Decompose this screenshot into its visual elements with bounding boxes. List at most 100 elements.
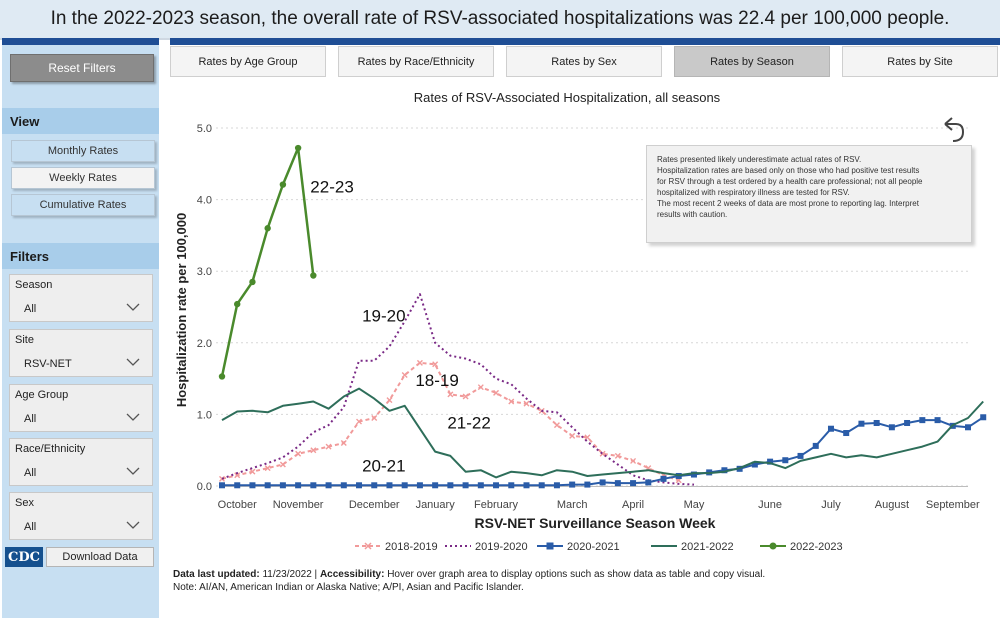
data-point[interactable] bbox=[218, 373, 226, 380]
tab-rates-by-site[interactable]: Rates by Site bbox=[842, 46, 998, 77]
data-point[interactable] bbox=[432, 361, 439, 368]
data-point[interactable] bbox=[234, 472, 241, 479]
season-filter[interactable]: Season All bbox=[9, 274, 153, 322]
sex-filter[interactable]: Sex All bbox=[9, 492, 153, 540]
data-point[interactable] bbox=[614, 452, 621, 459]
data-point[interactable] bbox=[279, 461, 286, 468]
reset-filters-button[interactable]: Reset Filters bbox=[10, 54, 154, 82]
data-point[interactable] bbox=[219, 482, 225, 489]
data-point[interactable] bbox=[812, 442, 819, 449]
data-point[interactable] bbox=[630, 480, 637, 487]
data-point[interactable] bbox=[279, 482, 286, 489]
cumulative-rates-button[interactable]: Cumulative Rates bbox=[11, 194, 155, 216]
data-point[interactable] bbox=[264, 465, 271, 472]
age-group-filter[interactable]: Age Group All bbox=[9, 384, 153, 432]
data-point[interactable] bbox=[356, 482, 363, 489]
data-point[interactable] bbox=[371, 414, 378, 421]
data-point[interactable] bbox=[401, 482, 408, 489]
legend-entry[interactable]: 2020-2021 bbox=[537, 541, 620, 553]
data-point[interactable] bbox=[264, 482, 271, 489]
data-point[interactable] bbox=[340, 440, 347, 447]
legend-entry[interactable]: 2021-2022 bbox=[651, 541, 734, 553]
data-point[interactable] bbox=[416, 359, 423, 366]
tab-rates-by-race-ethnicity[interactable]: Rates by Race/Ethnicity bbox=[338, 46, 494, 77]
data-point[interactable] bbox=[462, 393, 469, 400]
tab-rates-by-season[interactable]: Rates by Season bbox=[674, 46, 830, 77]
data-point[interactable] bbox=[888, 424, 895, 431]
data-point[interactable] bbox=[614, 480, 621, 487]
data-point[interactable] bbox=[401, 372, 408, 379]
data-point[interactable] bbox=[462, 482, 469, 489]
data-point[interactable] bbox=[264, 225, 271, 232]
weekly-rates-button[interactable]: Weekly Rates bbox=[11, 167, 155, 189]
series-line-19-20[interactable] bbox=[221, 293, 695, 486]
series-line-21-22[interactable] bbox=[221, 387, 984, 479]
race-ethnicity-filter[interactable]: Race/Ethnicity All bbox=[9, 438, 153, 486]
download-data-button[interactable]: Download Data bbox=[46, 547, 154, 567]
data-point[interactable] bbox=[690, 471, 697, 478]
data-point[interactable] bbox=[553, 482, 560, 489]
tab-rates-by-sex[interactable]: Rates by Sex bbox=[506, 46, 662, 77]
data-point[interactable] bbox=[249, 468, 256, 475]
data-point[interactable] bbox=[599, 479, 606, 486]
legend-entry[interactable]: 2022-2023 bbox=[760, 541, 843, 553]
data-point[interactable] bbox=[538, 482, 545, 489]
data-point[interactable] bbox=[386, 482, 393, 489]
data-point[interactable] bbox=[295, 482, 302, 489]
data-point[interactable] bbox=[234, 300, 241, 308]
legend-entry[interactable]: 2019-2020 bbox=[445, 541, 528, 553]
data-point[interactable] bbox=[249, 278, 256, 286]
data-point[interactable] bbox=[340, 482, 347, 489]
data-point[interactable] bbox=[508, 482, 515, 489]
data-point[interactable] bbox=[965, 424, 971, 431]
data-point[interactable] bbox=[523, 400, 530, 407]
data-point[interactable] bbox=[310, 482, 317, 489]
data-point[interactable] bbox=[584, 434, 591, 441]
data-point[interactable] bbox=[584, 481, 591, 488]
data-point[interactable] bbox=[751, 461, 758, 468]
data-point[interactable] bbox=[356, 418, 363, 425]
data-point[interactable] bbox=[325, 443, 332, 450]
data-point[interactable] bbox=[310, 447, 317, 454]
site-filter[interactable]: Site RSV-NET bbox=[9, 329, 153, 377]
data-point[interactable] bbox=[919, 417, 926, 424]
data-point[interactable] bbox=[325, 482, 332, 489]
data-point[interactable] bbox=[447, 391, 454, 398]
legend-entry[interactable]: 2018-2019 bbox=[355, 541, 438, 553]
data-point[interactable] bbox=[432, 482, 439, 489]
data-point[interactable] bbox=[980, 414, 987, 421]
data-point[interactable] bbox=[843, 430, 850, 437]
data-point[interactable] bbox=[294, 144, 302, 152]
data-point[interactable] bbox=[630, 457, 637, 464]
data-point[interactable] bbox=[386, 397, 393, 404]
data-point[interactable] bbox=[569, 432, 576, 439]
data-point[interactable] bbox=[477, 482, 484, 489]
data-point[interactable] bbox=[249, 482, 256, 489]
data-point[interactable] bbox=[721, 467, 728, 474]
data-point[interactable] bbox=[797, 452, 804, 459]
data-point[interactable] bbox=[553, 422, 560, 429]
series-line-22-23[interactable] bbox=[220, 146, 315, 377]
data-point[interactable] bbox=[873, 419, 880, 426]
data-point[interactable] bbox=[493, 482, 500, 489]
data-point[interactable] bbox=[493, 389, 500, 396]
back-arrow-icon[interactable] bbox=[944, 117, 965, 142]
data-point[interactable] bbox=[295, 450, 302, 457]
data-point[interactable] bbox=[827, 425, 834, 432]
data-point[interactable] bbox=[416, 482, 423, 489]
data-point[interactable] bbox=[219, 475, 225, 482]
data-point[interactable] bbox=[934, 417, 941, 424]
data-point[interactable] bbox=[660, 475, 667, 482]
data-point[interactable] bbox=[371, 482, 378, 489]
data-point[interactable] bbox=[477, 384, 484, 391]
data-point[interactable] bbox=[523, 482, 530, 489]
data-point[interactable] bbox=[310, 272, 317, 279]
data-point[interactable] bbox=[279, 181, 287, 188]
data-point[interactable] bbox=[508, 398, 515, 405]
data-point[interactable] bbox=[904, 419, 911, 426]
tab-rates-by-age-group[interactable]: Rates by Age Group bbox=[170, 46, 326, 77]
data-point[interactable] bbox=[767, 458, 774, 465]
data-point[interactable] bbox=[234, 482, 241, 489]
data-point[interactable] bbox=[569, 481, 576, 488]
